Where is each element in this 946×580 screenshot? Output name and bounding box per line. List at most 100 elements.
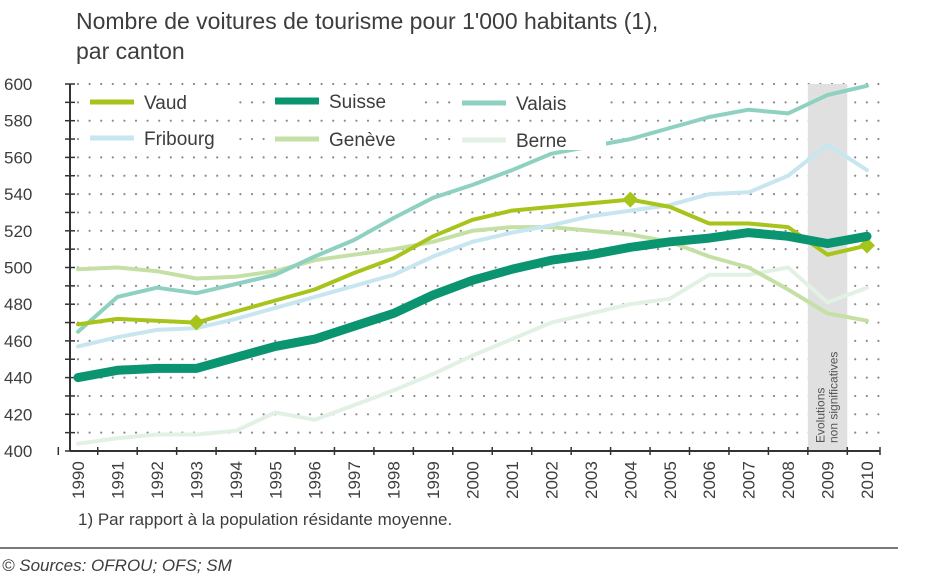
x-tick-label: 1996 <box>306 461 325 499</box>
grid-dot <box>262 82 265 86</box>
grid-dot <box>134 413 138 416</box>
grid-dot <box>761 156 764 159</box>
grid-dot <box>656 394 660 398</box>
grid-dot <box>413 193 416 196</box>
grid-dot <box>506 82 509 86</box>
grid-dot <box>749 321 752 324</box>
grid-dot <box>656 248 660 251</box>
grid-dot <box>262 101 265 104</box>
grid-dot <box>726 248 729 251</box>
grid-dot <box>436 339 439 342</box>
grid-dot <box>239 193 242 196</box>
grid-dot <box>517 156 520 159</box>
grid-dot <box>680 229 683 232</box>
grid-dot <box>482 376 486 379</box>
grid-dot <box>691 358 694 361</box>
grid-dot <box>169 339 172 342</box>
grid-dot <box>227 248 230 251</box>
grid-dot <box>366 431 370 434</box>
grid-dot <box>482 358 486 361</box>
grid-dot <box>378 119 381 122</box>
grid-dot <box>216 229 219 232</box>
grid-dot <box>738 101 741 104</box>
grid-dot <box>877 193 880 196</box>
grid-dot <box>680 137 683 141</box>
grid-dot <box>250 137 254 141</box>
grid-dot <box>738 394 741 398</box>
grid-dot <box>680 339 683 342</box>
grid-dot <box>88 193 91 196</box>
x-tick-label: 1991 <box>108 461 127 499</box>
grid-dot <box>482 248 486 251</box>
grid-dot <box>877 229 880 232</box>
grid-dot <box>575 193 578 196</box>
grid-dot <box>378 339 381 342</box>
grid-dot <box>459 376 462 379</box>
grid-dot <box>378 82 381 86</box>
grid-dot <box>181 376 184 379</box>
shaded-band-label-line: Evolutions <box>814 388 828 443</box>
grid-dot <box>738 376 741 379</box>
grid-dot <box>332 303 335 306</box>
grid-dot <box>877 174 880 177</box>
grid-dot <box>564 119 567 122</box>
grid-dot <box>668 413 671 416</box>
grid-dot <box>332 321 335 324</box>
grid-dot <box>100 119 103 122</box>
grid-dot <box>424 156 428 159</box>
grid-dot <box>598 82 602 86</box>
grid-dot <box>320 174 323 177</box>
grid-dot <box>656 174 660 177</box>
grid-dot <box>772 358 776 361</box>
grid-dot <box>262 413 265 416</box>
grid-dot <box>517 394 520 398</box>
legend-label: Suisse <box>329 92 386 113</box>
grid-dot <box>343 119 346 122</box>
grid-dot <box>239 137 242 141</box>
grid-dot <box>436 82 439 86</box>
grid-dot <box>784 156 787 159</box>
grid-dot <box>308 303 312 306</box>
grid-dot <box>854 431 857 434</box>
grid-dot <box>691 321 694 324</box>
grid-dot <box>424 101 428 104</box>
grid-dot <box>285 248 288 251</box>
grid-dot <box>192 413 196 416</box>
grid-dot <box>250 394 254 398</box>
grid-dot <box>111 394 114 398</box>
grid-dot <box>854 211 857 214</box>
grid-dot <box>390 119 393 122</box>
grid-dot <box>239 413 242 416</box>
y-tick-label: 460 <box>4 332 32 351</box>
grid-dot <box>239 303 242 306</box>
grid-dot <box>320 303 323 306</box>
grid-dot <box>877 101 880 104</box>
grid-dot <box>181 156 184 159</box>
grid-dot <box>158 376 161 379</box>
grid-dot <box>529 303 532 306</box>
grid-dot <box>285 82 288 86</box>
grid-dot <box>332 211 335 214</box>
grid-dot <box>587 266 590 269</box>
grid-dot <box>552 156 555 159</box>
grid-dot <box>656 303 660 306</box>
grid-dot <box>239 394 242 398</box>
grid-dot <box>123 193 126 196</box>
grid-dot <box>703 137 706 141</box>
grid-dot <box>656 156 660 159</box>
grid-dot <box>413 358 416 361</box>
grid-dot <box>506 119 509 122</box>
grid-dot <box>297 321 300 324</box>
grid-dot <box>413 339 416 342</box>
x-tick-label: 2007 <box>740 461 759 499</box>
grid-dot <box>714 394 718 398</box>
grid-dot <box>123 339 126 342</box>
grid-dot <box>796 358 799 361</box>
legend-label: Fribourg <box>144 129 215 150</box>
grid-dot <box>529 82 532 86</box>
grid-dot <box>355 156 358 159</box>
grid-dot <box>100 413 103 416</box>
grid-dot <box>204 266 207 269</box>
grid-dot <box>796 339 799 342</box>
grid-dot <box>123 156 126 159</box>
